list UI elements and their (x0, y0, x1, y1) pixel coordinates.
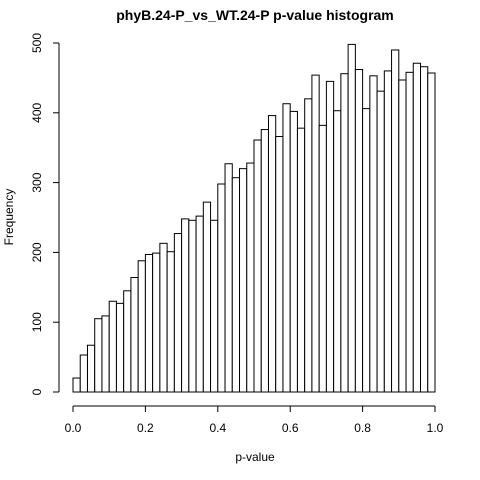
histogram-bar (267, 115, 277, 393)
histogram-bar (159, 242, 168, 393)
x-tick-label: 0.0 (65, 421, 82, 435)
x-tick-label: 1.0 (427, 421, 444, 435)
histogram-bar (94, 318, 103, 393)
histogram-bar (412, 62, 422, 393)
histogram-bar (137, 260, 146, 393)
histogram-bar (239, 168, 248, 393)
histogram-bar (72, 377, 81, 393)
histogram-bar (340, 73, 349, 393)
x-tick-label: 0.2 (137, 421, 154, 435)
histogram-bar (325, 80, 335, 393)
histogram-bar (152, 252, 161, 393)
histogram-bar (354, 69, 364, 393)
histogram-bar (296, 127, 306, 393)
histogram-bar (173, 233, 183, 393)
histogram-bar (202, 201, 212, 393)
y-axis: 0 100 200 300 400 500 (30, 33, 60, 395)
histogram-bar (398, 79, 407, 393)
y-tick-label: 200 (30, 242, 44, 262)
histogram-bar (369, 75, 378, 393)
y-axis-label: Frequency (2, 189, 16, 246)
histogram-bar (188, 219, 197, 393)
histogram-bar (376, 90, 385, 393)
histogram-bars (72, 43, 436, 393)
histogram-bar (79, 354, 88, 393)
histogram-bar (108, 300, 117, 393)
histogram-bar (318, 124, 327, 393)
x-tick-label: 0.8 (354, 421, 371, 435)
y-tick-label: 500 (30, 33, 44, 53)
x-axis: 0.0 0.2 0.4 0.6 0.8 1.0 (65, 405, 444, 435)
histogram-bar (311, 74, 320, 393)
histogram-bar (210, 219, 219, 393)
x-tick-label: 0.6 (282, 421, 299, 435)
histogram-bar (115, 302, 125, 393)
histogram-bar (181, 218, 190, 393)
y-tick-label: 300 (30, 172, 44, 192)
histogram-bar (166, 251, 175, 393)
histogram-bar (391, 49, 400, 393)
x-tick-label: 0.4 (209, 421, 226, 435)
histogram-bar (304, 98, 313, 393)
histogram-bar (246, 162, 255, 393)
histogram-bar (260, 129, 269, 393)
x-axis-label: p-value (235, 450, 275, 464)
histogram-bar (405, 71, 414, 393)
histogram-bar (86, 344, 96, 393)
histogram-bar (420, 66, 429, 393)
histogram-bar (333, 110, 342, 393)
histogram-bar (217, 183, 226, 393)
histogram-bar (253, 139, 262, 393)
histogram-bar (130, 277, 139, 393)
histogram-bar (427, 72, 436, 393)
histogram-bar (224, 163, 233, 393)
histogram-bar (144, 253, 154, 393)
histogram-bar (231, 177, 241, 393)
histogram-bar (195, 215, 204, 393)
y-tick-label: 100 (30, 312, 44, 332)
histogram-bar (275, 136, 284, 393)
histogram-bar (383, 70, 393, 393)
histogram-bar (289, 110, 298, 393)
histogram-bar (101, 315, 110, 393)
chart-title: phyB.24-P_vs_WT.24-P p-value histogram (116, 7, 394, 23)
y-tick-label: 400 (30, 102, 44, 122)
histogram-bar (282, 103, 291, 393)
histogram-bar (123, 290, 132, 393)
histogram-bar (362, 108, 371, 393)
y-tick-label: 0 (30, 388, 44, 395)
histogram-bar (347, 43, 356, 393)
